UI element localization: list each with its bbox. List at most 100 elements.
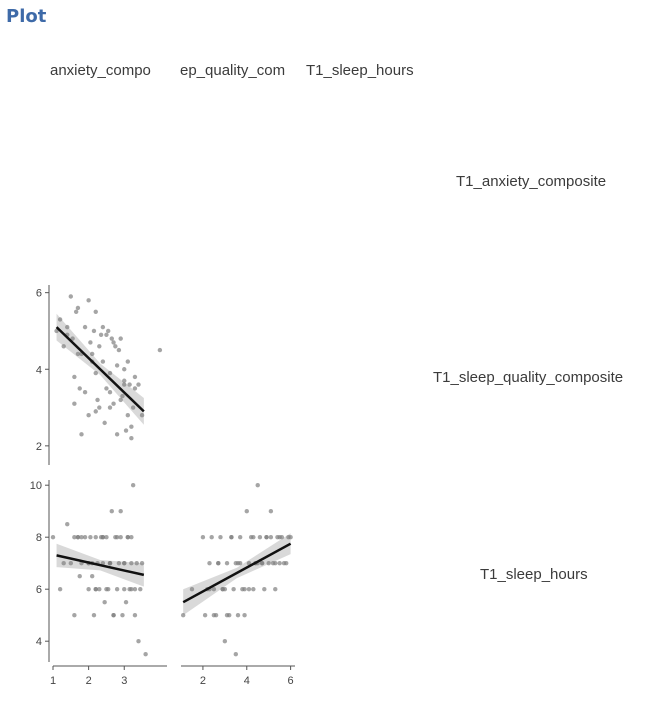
data-point bbox=[104, 535, 109, 540]
data-point bbox=[255, 483, 260, 488]
data-point bbox=[138, 587, 143, 592]
x-tick-label: 3 bbox=[121, 675, 127, 687]
data-point bbox=[129, 561, 134, 566]
data-point bbox=[97, 405, 102, 410]
data-point bbox=[211, 587, 217, 592]
data-point bbox=[143, 652, 148, 657]
y-tick-label: 2 bbox=[36, 441, 42, 453]
data-point bbox=[109, 509, 114, 514]
data-point bbox=[88, 340, 93, 345]
y-tick-label: 8 bbox=[36, 532, 42, 544]
regression-line bbox=[182, 542, 292, 604]
x-tick-label: 1 bbox=[50, 675, 56, 687]
data-point bbox=[120, 393, 125, 399]
data-point bbox=[136, 382, 141, 387]
data-point bbox=[75, 535, 81, 540]
data-point bbox=[224, 561, 230, 566]
plot-heading: Plot bbox=[6, 6, 47, 27]
data-point bbox=[104, 587, 109, 592]
regression-line bbox=[55, 326, 145, 413]
data-point bbox=[89, 574, 95, 579]
data-point bbox=[118, 397, 123, 403]
column-label-anxiety: anxiety_compo bbox=[50, 62, 151, 79]
data-point bbox=[89, 351, 95, 357]
data-point bbox=[125, 413, 131, 418]
data-point bbox=[273, 587, 278, 592]
data-point bbox=[73, 309, 79, 315]
data-point bbox=[200, 535, 206, 540]
data-point bbox=[125, 359, 131, 364]
data-point bbox=[139, 561, 145, 566]
data-point bbox=[211, 613, 217, 618]
data-point bbox=[268, 509, 274, 514]
data-point bbox=[233, 561, 239, 566]
data-point bbox=[122, 561, 127, 566]
regression-line bbox=[56, 554, 145, 577]
data-point bbox=[127, 382, 132, 387]
data-point bbox=[129, 587, 134, 592]
data-point bbox=[82, 535, 88, 540]
data-point bbox=[75, 351, 81, 357]
data-point bbox=[77, 386, 82, 391]
data-point bbox=[68, 561, 74, 566]
column-label-sleep-quality: ep_quality_com bbox=[180, 62, 286, 79]
data-point bbox=[125, 535, 131, 540]
data-point bbox=[277, 535, 282, 540]
y-tick-label: 6 bbox=[36, 584, 42, 596]
data-point bbox=[235, 613, 241, 618]
data-point bbox=[118, 509, 123, 514]
data-point bbox=[262, 587, 267, 592]
data-point bbox=[100, 324, 106, 330]
data-point bbox=[116, 561, 122, 566]
data-point bbox=[86, 413, 91, 418]
data-point bbox=[65, 522, 70, 527]
data-point bbox=[139, 413, 145, 418]
data-point bbox=[224, 613, 230, 618]
data-point bbox=[129, 424, 134, 429]
data-point bbox=[118, 336, 123, 341]
data-point bbox=[132, 613, 138, 618]
data-point bbox=[82, 324, 88, 330]
data-point bbox=[93, 309, 98, 315]
data-point bbox=[123, 600, 129, 605]
data-point bbox=[122, 382, 127, 387]
data-point bbox=[93, 370, 98, 376]
data-point bbox=[114, 535, 120, 540]
data-point bbox=[97, 587, 102, 592]
data-point bbox=[107, 390, 113, 395]
data-point bbox=[130, 405, 136, 410]
data-point bbox=[244, 509, 249, 514]
data-point bbox=[132, 587, 138, 592]
data-point bbox=[129, 435, 134, 441]
data-point bbox=[61, 344, 66, 349]
data-point bbox=[111, 340, 116, 345]
data-point bbox=[102, 600, 107, 605]
data-point bbox=[180, 613, 186, 618]
x-tick-label: 2 bbox=[200, 675, 206, 687]
data-point bbox=[79, 432, 84, 437]
data-point bbox=[114, 587, 120, 592]
y-tick-label: 10 bbox=[30, 480, 42, 492]
data-point bbox=[122, 367, 127, 372]
data-point bbox=[237, 535, 243, 540]
data-point bbox=[268, 535, 274, 540]
data-point bbox=[114, 363, 120, 368]
data-point bbox=[122, 587, 127, 592]
y-tick-label: 4 bbox=[36, 364, 42, 376]
data-point bbox=[257, 535, 263, 540]
data-point bbox=[233, 652, 239, 657]
data-point bbox=[111, 613, 116, 618]
data-point bbox=[111, 401, 116, 406]
data-point bbox=[82, 390, 88, 395]
data-point bbox=[277, 561, 282, 566]
data-point bbox=[129, 535, 134, 540]
data-point bbox=[231, 587, 236, 592]
data-point bbox=[77, 574, 82, 579]
data-point bbox=[122, 378, 127, 383]
y-tick-label: 6 bbox=[36, 288, 42, 300]
data-point bbox=[104, 386, 109, 391]
y-tick-label: 4 bbox=[36, 636, 42, 648]
data-point bbox=[95, 397, 100, 403]
data-point bbox=[88, 535, 93, 540]
data-point bbox=[246, 587, 252, 592]
